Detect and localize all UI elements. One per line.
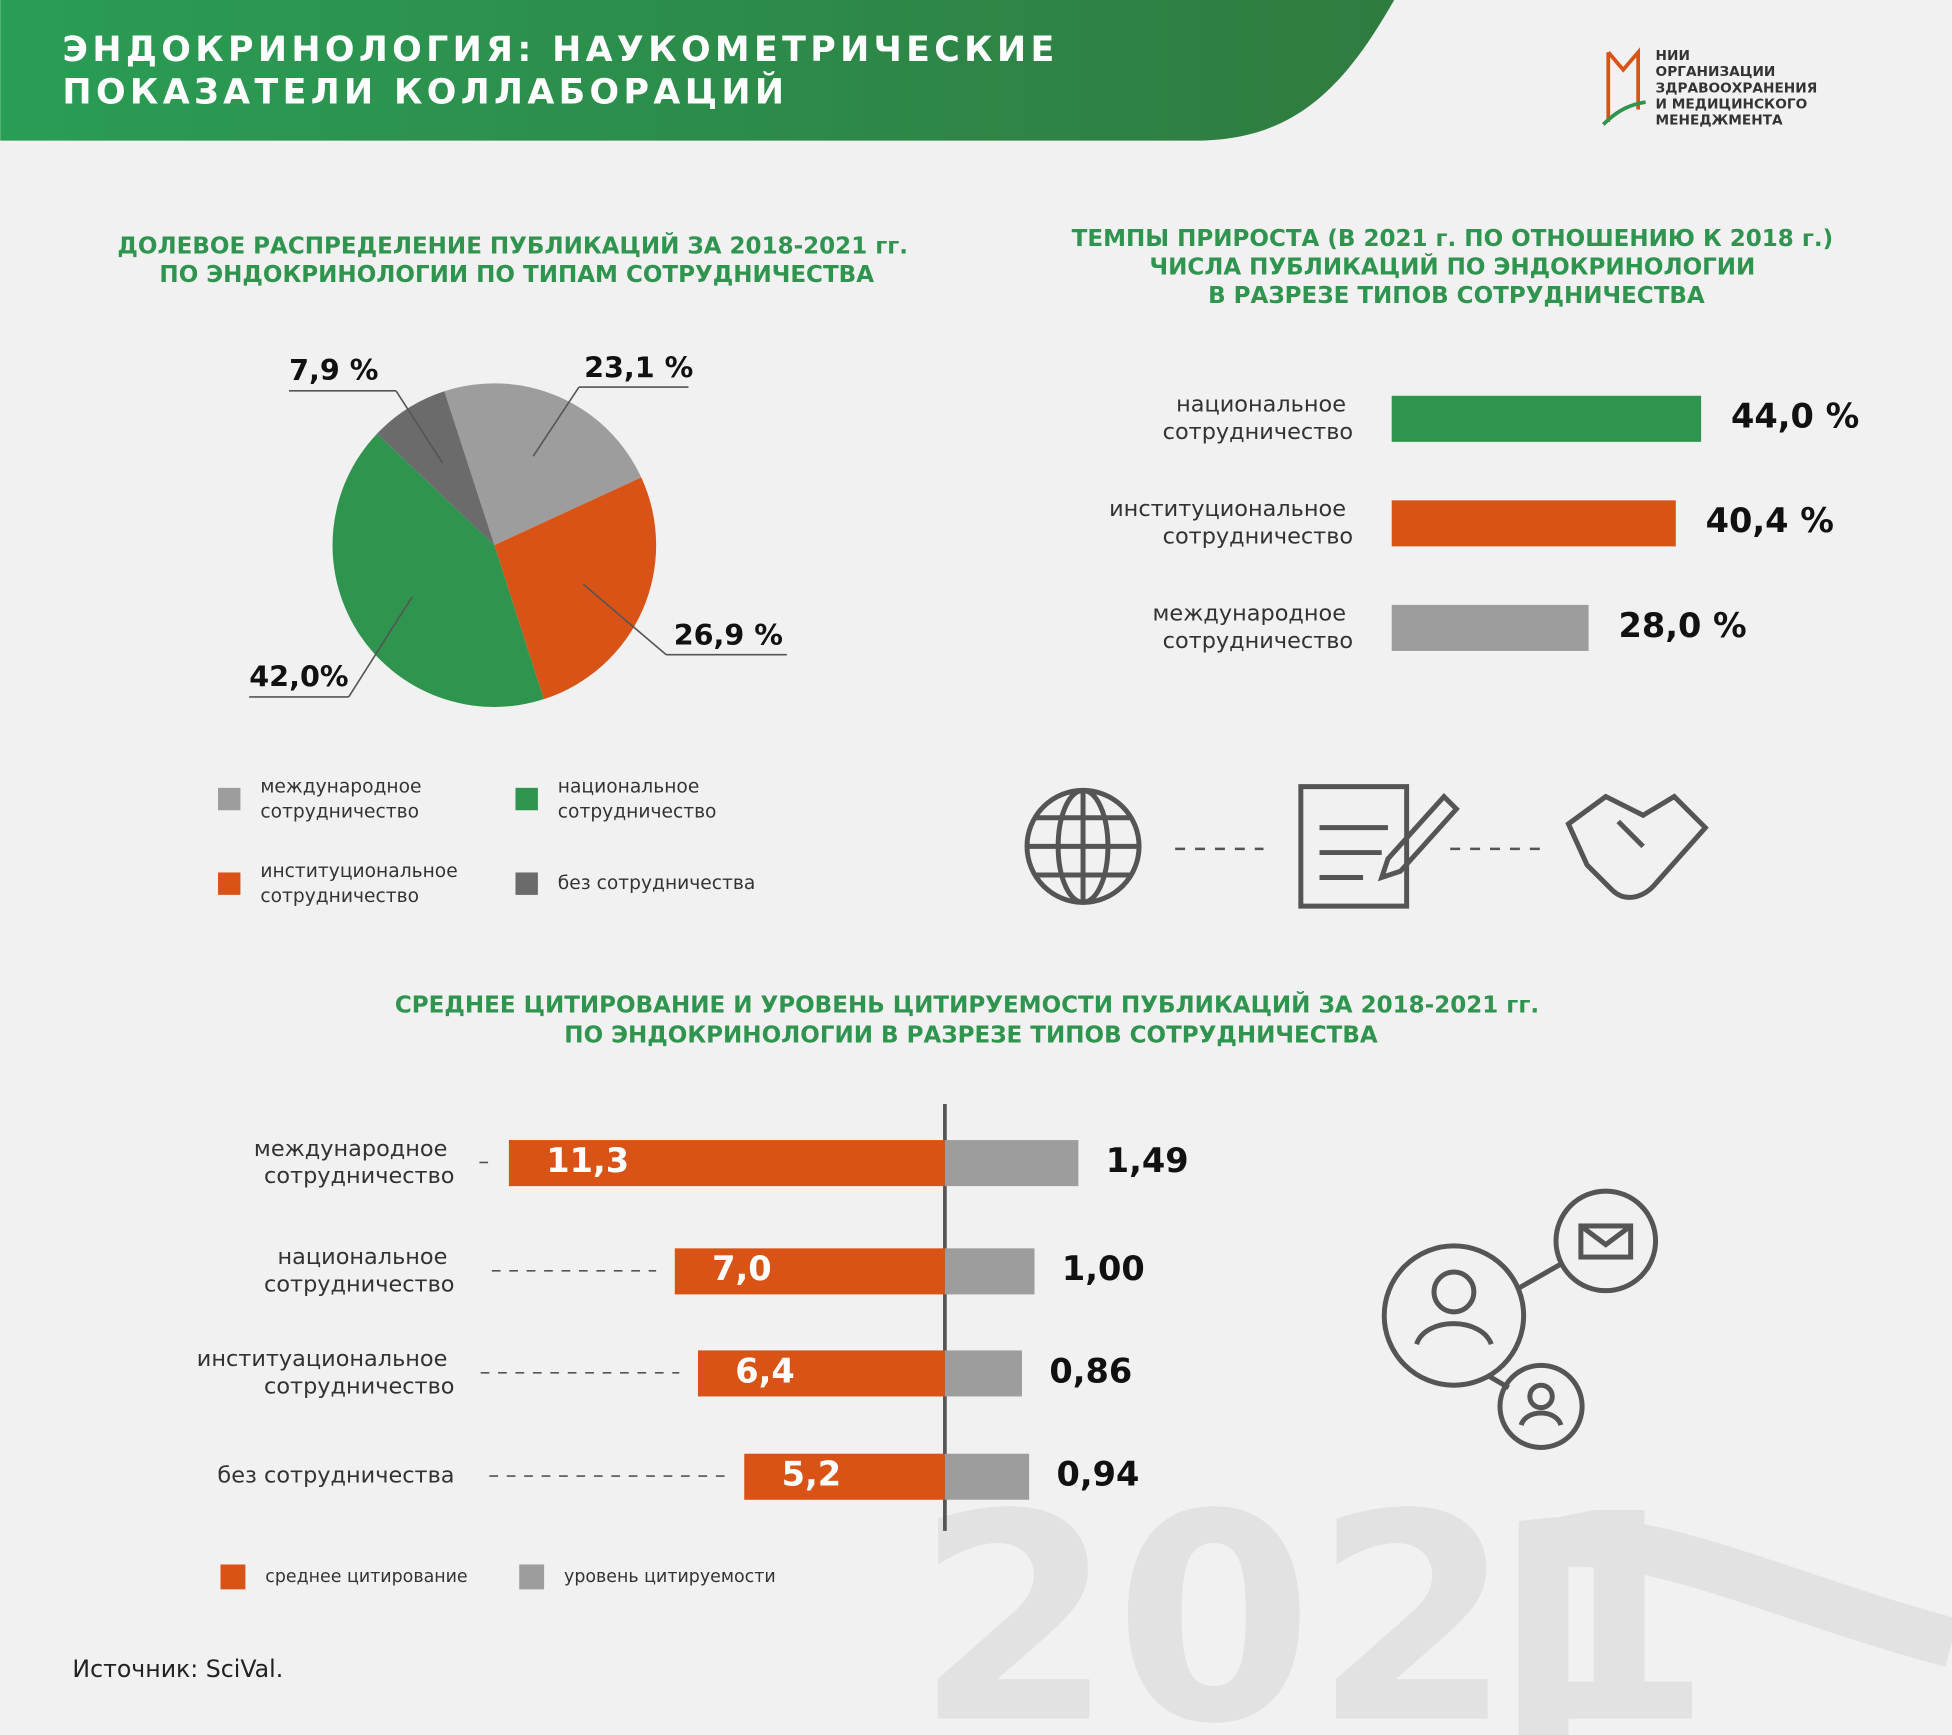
chart-title: СРЕДНЕЕ ЦИТИРОВАНИЕ И УРОВЕНЬ ЦИТИРУЕМОС… xyxy=(395,990,1547,1048)
legend-swatch xyxy=(220,1564,246,1590)
bar xyxy=(944,1350,1022,1397)
category-label: институациональное сотрудничество xyxy=(197,1346,455,1399)
value-label: 23,1 % xyxy=(584,351,693,385)
bar xyxy=(944,1248,1035,1295)
logo-text: ЗДРАВООХРАНЕНИЯ xyxy=(1656,80,1818,96)
logo-text: И МЕДИЦИНСКОГО xyxy=(1656,97,1808,113)
value-label: 40,4 % xyxy=(1706,501,1834,540)
value-label: 0,94 xyxy=(1057,1455,1140,1494)
source: Источник: SciVal. xyxy=(72,1655,283,1683)
leader-line xyxy=(582,583,787,656)
bar xyxy=(744,1453,945,1500)
bar xyxy=(944,1453,1030,1500)
chart-title: ДОЛЕВОЕ РАСПРЕДЕЛЕНИЕ ПУБЛИКАЦИЙ ЗА 2018… xyxy=(117,231,916,288)
watermark: 2021 xyxy=(915,1453,1712,1735)
category-label: институциональное сотрудничество xyxy=(1109,496,1353,549)
legend-label: международное сотрудничество xyxy=(260,776,427,822)
leader-line xyxy=(288,390,444,464)
page-title: ЭНДОКРИНОЛОГИЯ: НАУКОМЕТРИЧЕСКИЕ ПОКАЗАТ… xyxy=(62,30,1075,112)
header-band xyxy=(0,0,1395,141)
bar xyxy=(697,1350,945,1397)
category-label: национальное сотрудничество xyxy=(264,1244,454,1297)
bar xyxy=(944,1140,1079,1187)
bar xyxy=(674,1248,945,1295)
legend-swatch xyxy=(515,787,538,811)
bar xyxy=(1391,395,1702,442)
leader-line xyxy=(532,386,689,457)
value-label: 42,0% xyxy=(249,659,348,693)
legend-label: без сотрудничества xyxy=(558,873,756,894)
category-label: международное сотрудничество xyxy=(1153,600,1354,653)
legend-label: среднее цитирование xyxy=(265,1567,467,1587)
bar xyxy=(1391,500,1676,547)
logo-text: НИИ xyxy=(1656,48,1690,64)
value-label: 7,9 % xyxy=(289,353,378,387)
pie-slice xyxy=(444,383,642,546)
legend-label: национальное сотрудничество xyxy=(558,776,717,822)
pie-slice xyxy=(377,391,495,546)
bar xyxy=(1391,604,1589,651)
value-label: 6,4 xyxy=(735,1351,795,1390)
chart-title: ТЕМПЫ ПРИРОСТА (В 2021 г. ПО ОТНОШЕНИЮ К… xyxy=(1072,225,1841,308)
leader-line xyxy=(249,596,413,698)
value-label: 28,0 % xyxy=(1618,606,1746,645)
category-label: международное сотрудничество xyxy=(254,1135,455,1188)
value-label: 1,49 xyxy=(1106,1141,1189,1180)
pie-slice xyxy=(494,477,657,700)
logo-text: ОРГАНИЗАЦИИ xyxy=(1656,64,1776,80)
value-label: 0,86 xyxy=(1049,1351,1132,1390)
legend-label: институциональное сотрудничество xyxy=(260,861,463,907)
value-label: 44,0 % xyxy=(1731,397,1859,436)
value-label: 1,00 xyxy=(1062,1249,1145,1288)
bar xyxy=(508,1140,945,1187)
category-label: без сотрудничества xyxy=(217,1463,454,1489)
watermark-curve xyxy=(1518,1516,1952,1735)
category-label: национальное сотрудничество xyxy=(1163,391,1353,444)
icons xyxy=(1024,784,1709,1450)
value-label: 26,9 % xyxy=(674,618,783,652)
legend-swatch xyxy=(218,872,241,895)
value-label: 5,2 xyxy=(782,1455,842,1494)
value-label: 7,0 xyxy=(712,1249,772,1288)
legend-swatch xyxy=(519,1564,545,1590)
legend-swatch xyxy=(218,787,241,811)
logo-text: МЕНЕДЖМЕНТА xyxy=(1656,113,1783,129)
legend-swatch xyxy=(515,872,538,895)
value-label: 11,3 xyxy=(546,1141,629,1180)
legend-label: уровень цитируемости xyxy=(564,1567,776,1587)
logo-icon xyxy=(1601,47,1646,126)
